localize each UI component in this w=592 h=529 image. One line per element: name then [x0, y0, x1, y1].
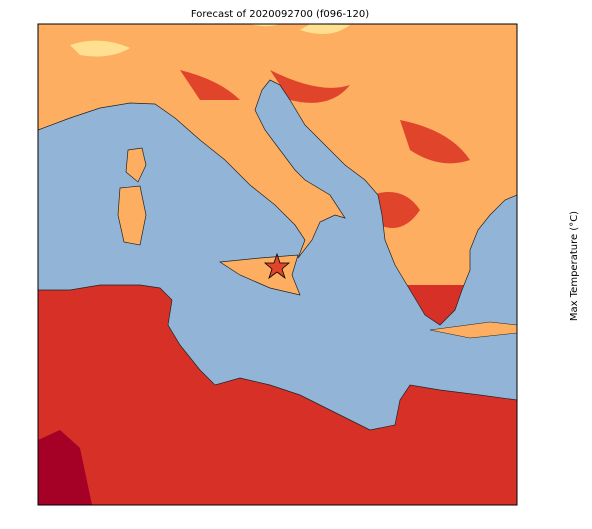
- map-frame: [37, 23, 518, 506]
- warm-patch: [180, 70, 470, 228]
- cool-patch: [70, 24, 350, 57]
- sardinia: [117, 185, 147, 246]
- star-marker: [263, 252, 291, 280]
- hot-zone: [38, 430, 92, 505]
- corsica: [125, 147, 147, 183]
- title: Forecast of 2020092700 (f096-120): [191, 9, 369, 20]
- crete: [429, 321, 517, 339]
- colorbar-label: Max Temperature (°C): [569, 211, 580, 321]
- map-area: [38, 24, 517, 505]
